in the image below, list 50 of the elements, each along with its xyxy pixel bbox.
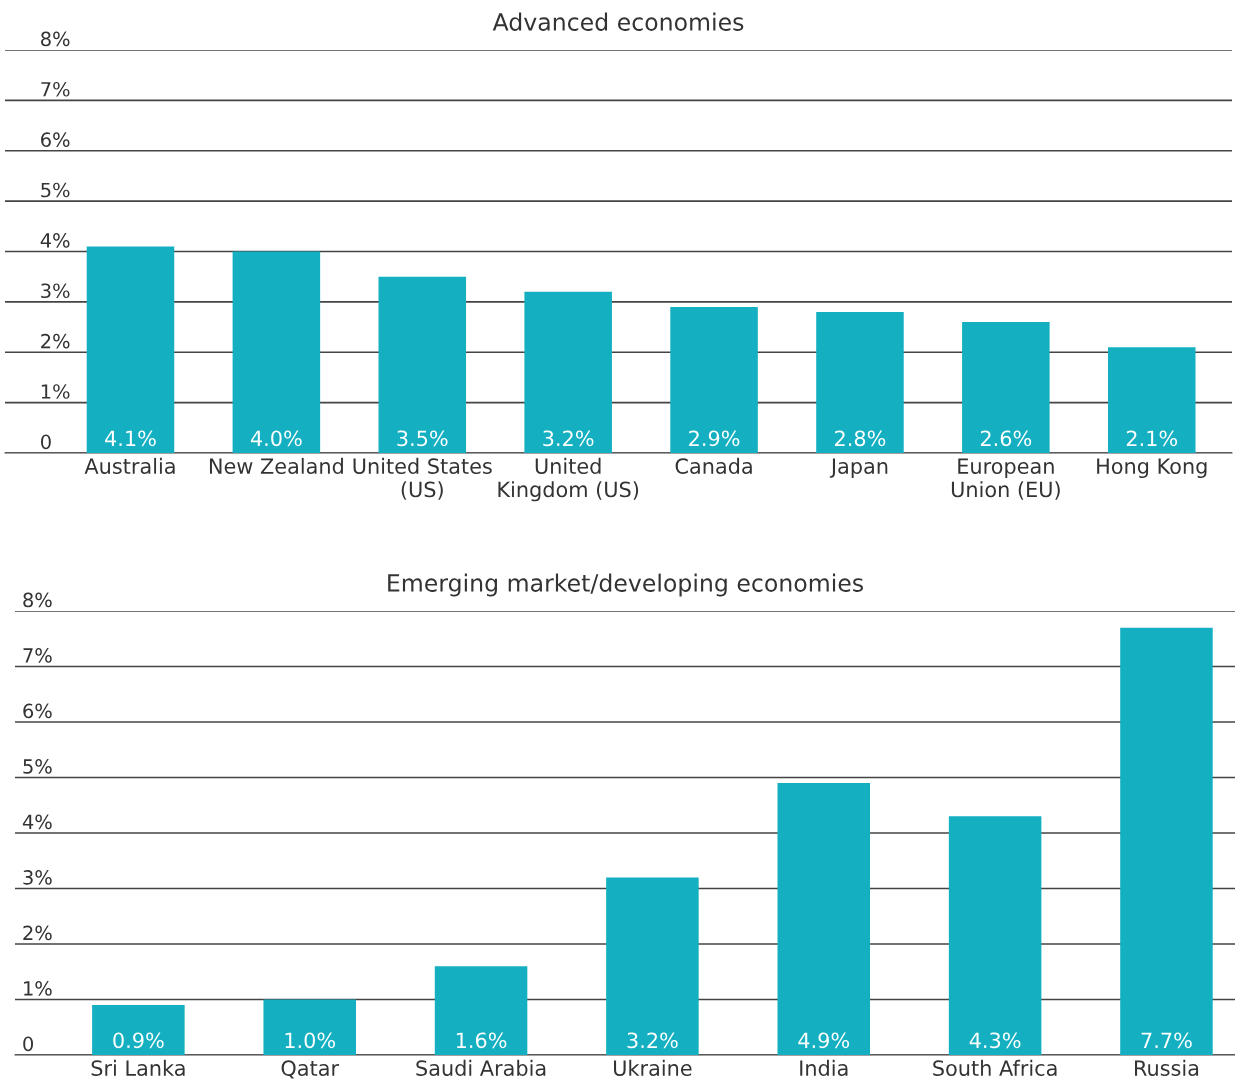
x-tick-label: Sri Lanka [91, 1059, 185, 1076]
data-label: 4.9% [798, 1032, 850, 1049]
chart-title: Emerging market/developing economies [388, 573, 863, 597]
data-label: 0.9% [113, 1032, 164, 1049]
y-tick-label: 8% [41, 31, 70, 47]
data-label: 2.6% [980, 430, 1032, 447]
x-tick-label: Japan [829, 458, 888, 479]
x-tick-label: Hong Kong [1097, 458, 1207, 479]
y-tick-label: 8% [23, 592, 52, 608]
data-label: 4.3% [969, 1032, 1021, 1049]
y-tick-label: 5% [23, 759, 52, 774]
y-tick-label: 7% [41, 81, 70, 97]
data-label: 7.7% [1141, 1032, 1192, 1049]
x-tick-label: Australia [84, 457, 175, 474]
data-label: 1.0% [285, 1032, 336, 1049]
x-tick-label: Qatar [281, 1060, 340, 1079]
x-tick-label: Canada [675, 457, 752, 474]
data-label: 3.5% [397, 430, 448, 447]
y-tick-label: 6% [23, 703, 52, 719]
data-label: 4.0% [250, 430, 302, 447]
y-tick-label: 0 [41, 434, 51, 450]
x-tick-label: New Zealand [209, 457, 343, 474]
y-tick-label: 0 [23, 1036, 34, 1052]
x-tick-label: India [800, 1059, 848, 1076]
y-tick-label: 7% [23, 648, 52, 663]
y-tick-label: 3% [23, 870, 52, 885]
y-tick-label: 1% [24, 981, 52, 996]
x-tick-label: Russia [1135, 1059, 1199, 1076]
y-tick-label: 4% [40, 233, 70, 248]
x-tick-label: Ukraine [614, 1059, 692, 1076]
y-tick-label: 5% [41, 182, 70, 198]
data-label: 2.1% [1126, 430, 1178, 447]
x-tick-label: South Africa [933, 1059, 1057, 1076]
y-tick-label: 1% [41, 384, 70, 399]
data-label: 3.2% [627, 1032, 678, 1049]
y-tick-label: 6% [41, 132, 70, 147]
x-tick-label: Saudi Arabia [416, 1059, 546, 1076]
data-label: 2.8% [835, 430, 886, 447]
data-label: 1.6% [456, 1032, 507, 1049]
x-tick-label: United States (US) [353, 457, 492, 500]
y-tick-label: 2% [41, 333, 70, 349]
data-label: 2.9% [689, 430, 740, 447]
data-label: 3.2% [543, 430, 594, 447]
y-tick-label: 4% [22, 814, 52, 830]
y-tick-label: 2% [23, 925, 52, 941]
x-tick-label: United Kingdom (US) [498, 457, 639, 502]
y-tick-label: 3% [41, 283, 70, 299]
x-tick-label: European Union (EU) [951, 458, 1060, 500]
chart-title: Advanced economies [492, 12, 744, 31]
data-label: 4.1% [105, 430, 156, 447]
